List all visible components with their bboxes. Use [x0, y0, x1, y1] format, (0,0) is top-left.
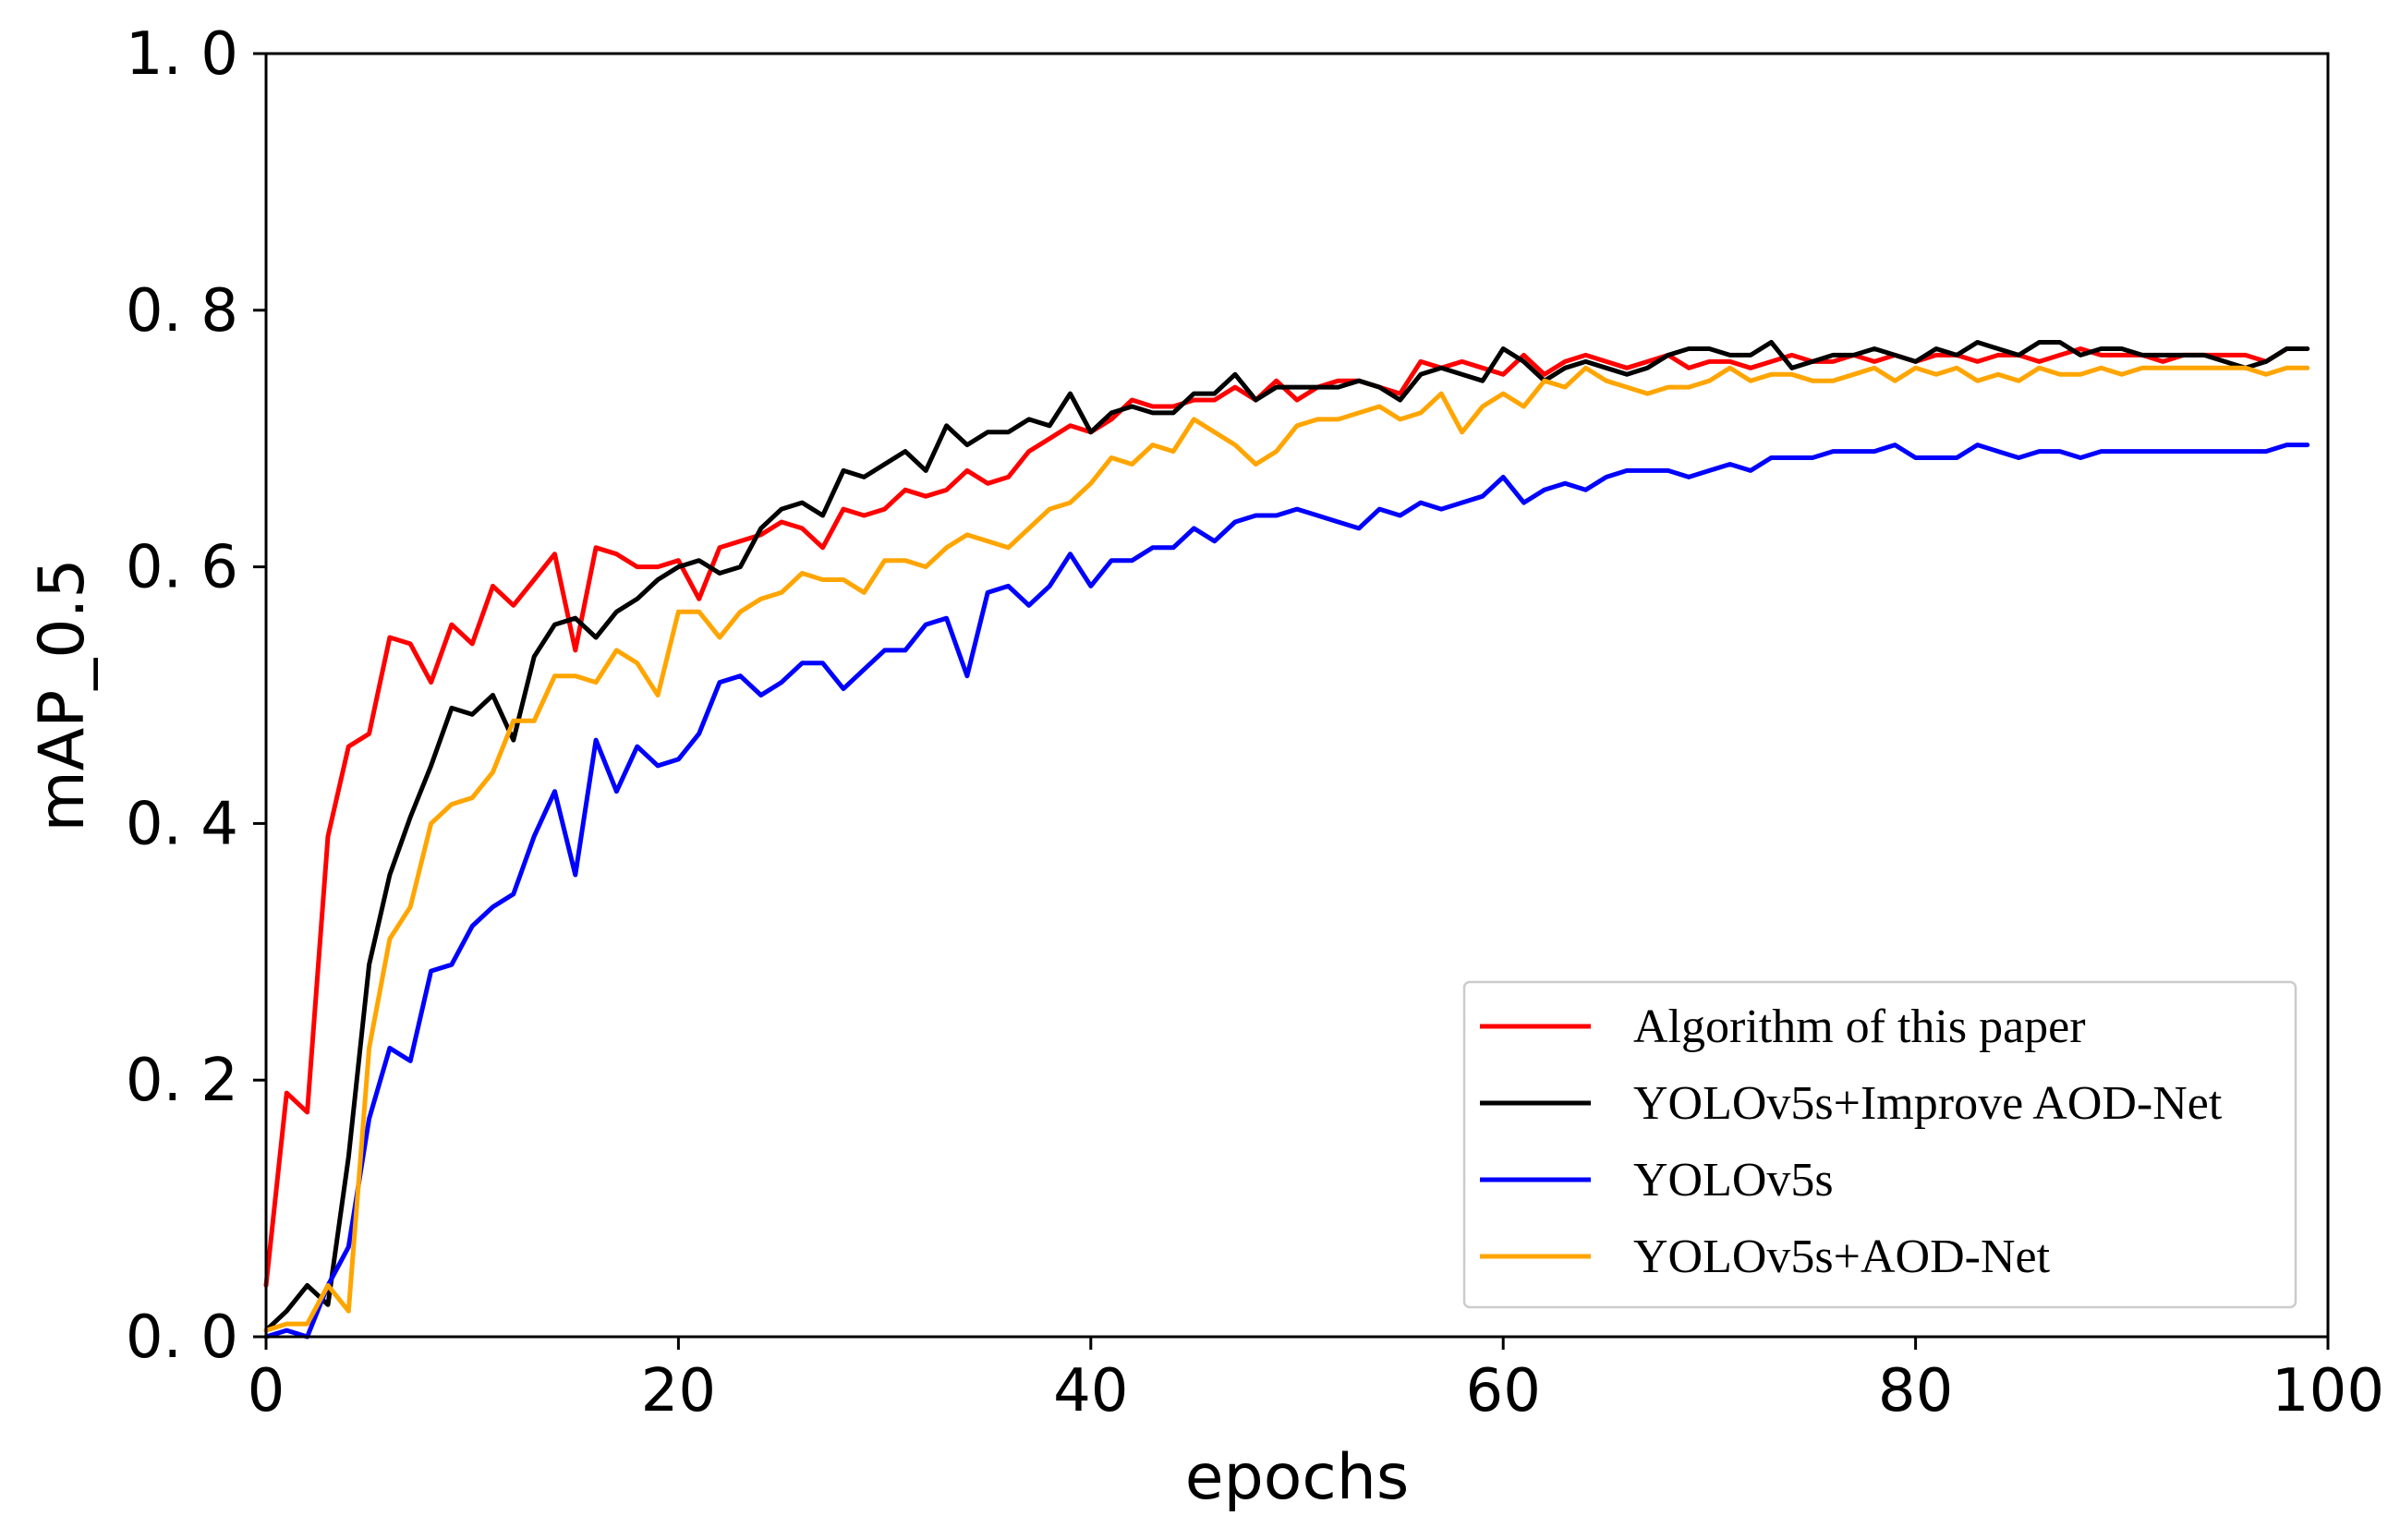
legend-label: YOLOv5s	[1633, 1154, 1834, 1207]
x-tick-label: 40	[1053, 1357, 1128, 1425]
series-line-yolov5s-aod-net	[263, 365, 2310, 1333]
legend-box	[1462, 980, 2297, 1309]
y-tick-label: 0. 4	[126, 790, 238, 858]
x-axis-title: epochs	[1185, 1441, 1410, 1514]
series-line-algorithm-of-this-paper	[263, 346, 2310, 1288]
series-line-yolov5s-improve-aod-net	[263, 340, 2310, 1333]
x-tick-label: 80	[1878, 1357, 1953, 1425]
plot-frame	[264, 52, 2330, 1339]
y-axis: 0. 0 0. 2 0. 4 0. 6 0. 8 1. 0	[126, 20, 266, 1372]
series-line-yolov5s	[263, 443, 2310, 1340]
series-layer	[263, 340, 2310, 1340]
legend-label: YOLOv5s+Improve AOD-Net	[1633, 1077, 2223, 1130]
legend-label: YOLOv5s+AOD-Net	[1633, 1231, 2051, 1283]
y-tick-label: 0. 6	[126, 534, 238, 602]
y-tick-label: 0. 8	[126, 277, 238, 346]
x-axis: 0 20 40 60 80 100	[248, 1337, 2384, 1425]
y-axis-title: mAP_0.5	[26, 559, 99, 832]
x-tick-label: 20	[641, 1357, 716, 1425]
legend-items: Algorithm of this paper YOLOv5s+Improve A…	[1480, 1000, 2223, 1283]
x-tick-label: 0	[248, 1357, 285, 1425]
x-tick-label: 100	[2272, 1357, 2384, 1425]
y-tick-label: 0. 0	[126, 1304, 238, 1372]
y-tick-label: 0. 2	[126, 1047, 238, 1115]
legend: Algorithm of this paper YOLOv5s+Improve A…	[1462, 980, 2297, 1309]
x-tick-label: 60	[1465, 1357, 1540, 1425]
y-tick-label: 1. 0	[126, 20, 238, 89]
legend-label: Algorithm of this paper	[1633, 1000, 2086, 1053]
